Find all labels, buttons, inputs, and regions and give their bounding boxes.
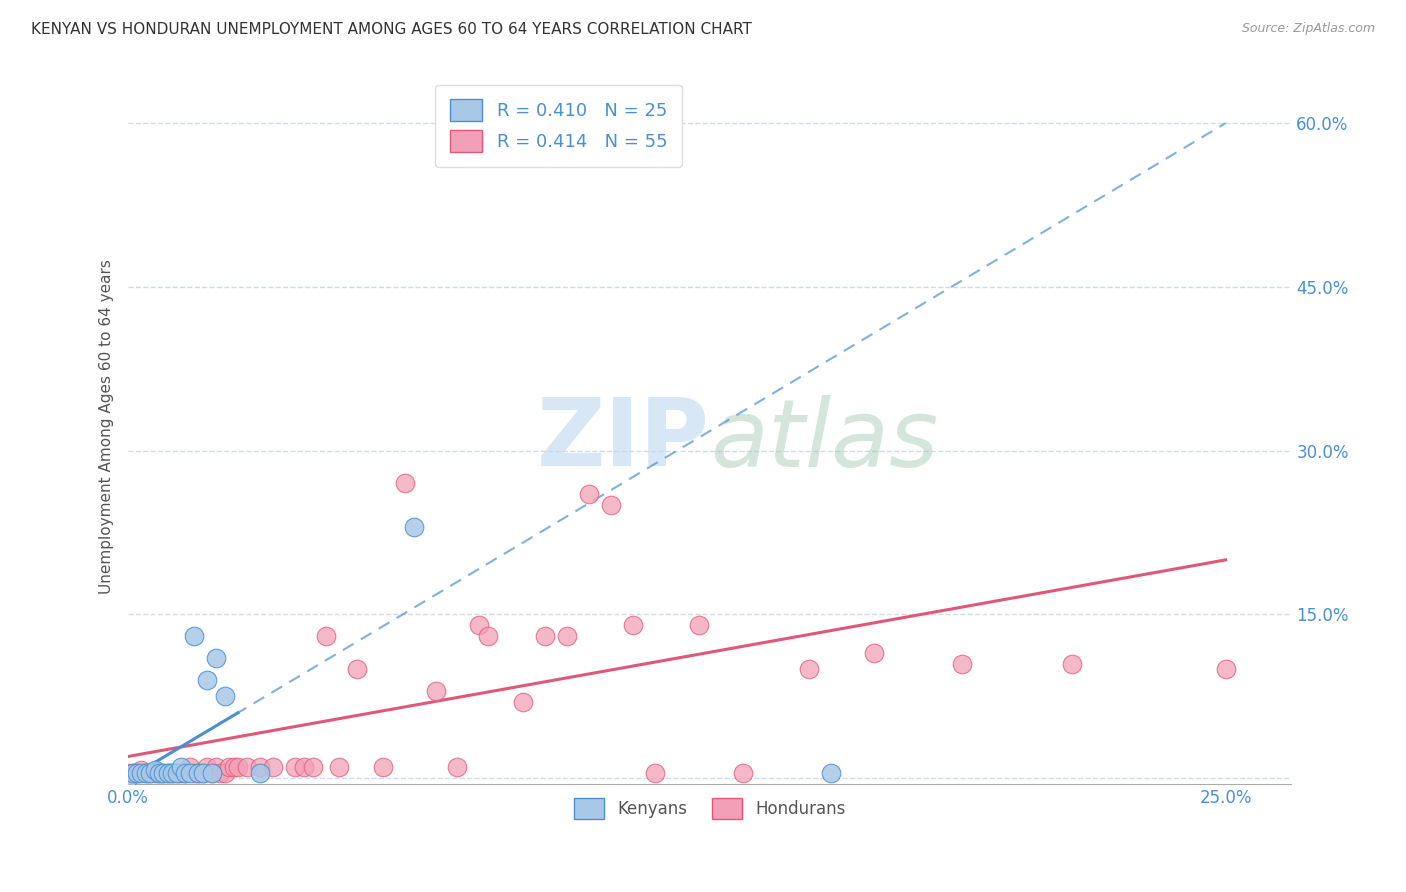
Point xyxy=(863,646,886,660)
Point xyxy=(191,765,214,780)
Point xyxy=(315,629,337,643)
Point xyxy=(621,618,644,632)
Point xyxy=(214,690,236,704)
Point xyxy=(446,760,468,774)
Point xyxy=(249,760,271,774)
Point xyxy=(160,765,183,780)
Point xyxy=(148,765,170,780)
Point xyxy=(187,765,209,780)
Point xyxy=(214,765,236,780)
Point xyxy=(301,760,323,774)
Point xyxy=(402,520,425,534)
Point xyxy=(166,765,188,780)
Point xyxy=(425,684,447,698)
Point xyxy=(183,629,205,643)
Point xyxy=(143,765,166,780)
Point xyxy=(139,765,162,780)
Point xyxy=(477,629,499,643)
Point xyxy=(205,651,228,665)
Point xyxy=(236,760,259,774)
Point xyxy=(201,765,224,780)
Point xyxy=(156,765,179,780)
Point xyxy=(797,662,820,676)
Point xyxy=(328,760,350,774)
Text: Source: ZipAtlas.com: Source: ZipAtlas.com xyxy=(1241,22,1375,36)
Point xyxy=(371,760,394,774)
Point xyxy=(174,765,197,780)
Point xyxy=(156,765,179,780)
Point xyxy=(135,765,157,780)
Point xyxy=(191,765,214,780)
Point xyxy=(262,760,284,774)
Point xyxy=(555,629,578,643)
Point xyxy=(148,765,170,780)
Point xyxy=(222,760,245,774)
Point xyxy=(346,662,368,676)
Point xyxy=(152,765,174,780)
Point xyxy=(600,498,623,512)
Point xyxy=(117,772,139,786)
Point xyxy=(170,765,193,780)
Point xyxy=(688,618,710,632)
Y-axis label: Unemployment Among Ages 60 to 64 years: Unemployment Among Ages 60 to 64 years xyxy=(100,259,114,593)
Point xyxy=(131,765,153,780)
Point xyxy=(166,765,188,780)
Point xyxy=(209,765,232,780)
Point xyxy=(249,765,271,780)
Point xyxy=(187,765,209,780)
Point xyxy=(731,765,754,780)
Legend: Kenyans, Hondurans: Kenyans, Hondurans xyxy=(567,792,852,825)
Point xyxy=(578,487,600,501)
Point xyxy=(644,765,666,780)
Point xyxy=(135,765,157,780)
Point xyxy=(512,695,534,709)
Point xyxy=(394,476,416,491)
Point xyxy=(1215,662,1237,676)
Point xyxy=(131,763,153,777)
Point xyxy=(292,760,315,774)
Point xyxy=(1060,657,1083,671)
Point xyxy=(143,763,166,777)
Point xyxy=(205,760,228,774)
Point xyxy=(117,765,139,780)
Point xyxy=(468,618,491,632)
Point xyxy=(179,760,201,774)
Point xyxy=(121,765,143,780)
Point xyxy=(170,760,193,774)
Point xyxy=(183,765,205,780)
Text: ZIP: ZIP xyxy=(537,394,710,486)
Point xyxy=(226,760,249,774)
Text: KENYAN VS HONDURAN UNEMPLOYMENT AMONG AGES 60 TO 64 YEARS CORRELATION CHART: KENYAN VS HONDURAN UNEMPLOYMENT AMONG AG… xyxy=(31,22,752,37)
Point xyxy=(174,765,197,780)
Point xyxy=(139,765,162,780)
Point xyxy=(820,765,842,780)
Point xyxy=(195,673,218,687)
Point xyxy=(195,760,218,774)
Text: atlas: atlas xyxy=(710,395,938,486)
Point xyxy=(160,765,183,780)
Point xyxy=(125,765,148,780)
Point xyxy=(950,657,973,671)
Point xyxy=(201,765,224,780)
Point xyxy=(218,760,240,774)
Point xyxy=(534,629,557,643)
Point xyxy=(284,760,307,774)
Point xyxy=(179,765,201,780)
Point xyxy=(125,765,148,780)
Point xyxy=(152,765,174,780)
Point xyxy=(121,765,143,780)
